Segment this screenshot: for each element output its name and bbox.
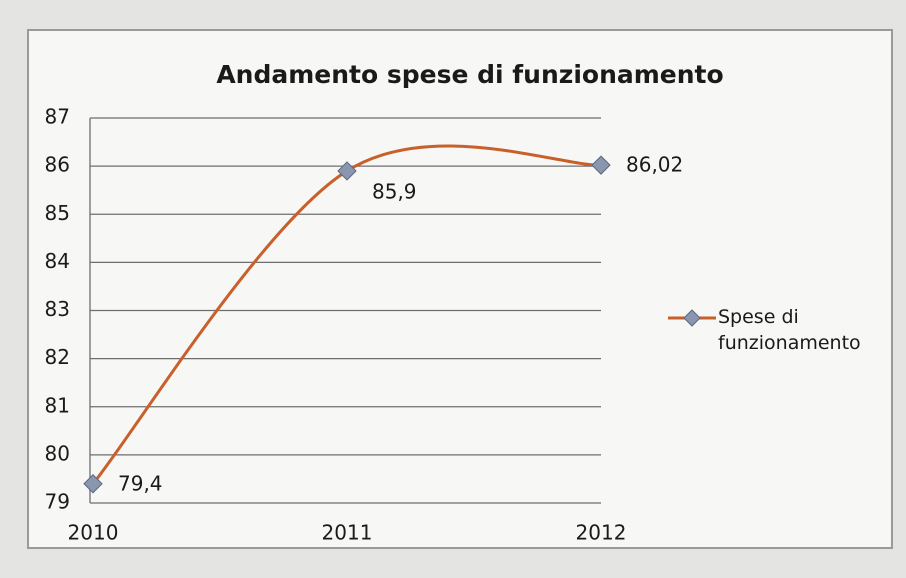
x-tick-label: 2011 (322, 521, 373, 545)
series-line (91, 144, 602, 485)
y-tick-label: 82 (45, 345, 70, 369)
legend: Spese di funzionamento (718, 306, 861, 354)
marker (591, 155, 611, 175)
data-label: 85,9 (372, 179, 417, 203)
x-tick-label: 2010 (68, 521, 119, 545)
y-tick-label: 79 (45, 490, 70, 514)
y-tick-label: 83 (45, 297, 70, 321)
x-tick-label: 2012 (576, 521, 627, 545)
y-tick-label: 84 (45, 249, 70, 273)
y-tick-label: 81 (45, 393, 70, 417)
legend-label: Spese di funzionamento (718, 306, 861, 354)
chart-title: Andamento spese di funzionamento (216, 60, 723, 89)
data-label: 79,4 (118, 471, 163, 495)
y-tick-label: 85 (45, 201, 70, 225)
y-tick-label: 87 (45, 105, 70, 129)
y-tick-label: 80 (45, 441, 70, 465)
data-label: 86,02 (626, 153, 683, 177)
chart-frame (27, 29, 893, 549)
marker (337, 161, 357, 181)
legend-marker (683, 309, 701, 327)
y-tick-label: 86 (45, 153, 70, 177)
marker (83, 474, 103, 494)
